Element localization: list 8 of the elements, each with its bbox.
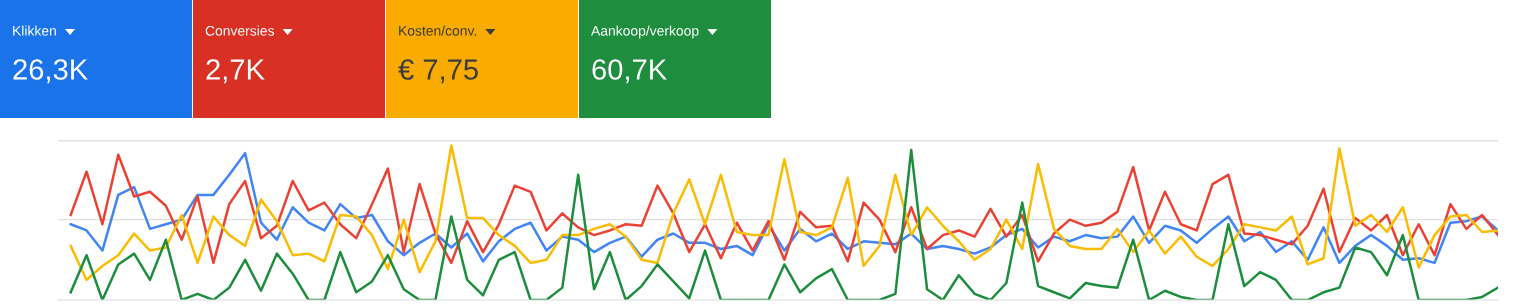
text: € 7,75 — [398, 59, 478, 84]
category-label: Aankoop/verkoop — [591, 25, 699, 39]
text: 2,7K — [206, 59, 265, 84]
category-label: Kosten/conv. — [399, 25, 476, 36]
text: 26,3K — [13, 59, 88, 84]
category-label: Conversies — [205, 25, 274, 36]
text: 60,7K — [592, 59, 667, 84]
category-label: Klikken — [13, 25, 56, 36]
